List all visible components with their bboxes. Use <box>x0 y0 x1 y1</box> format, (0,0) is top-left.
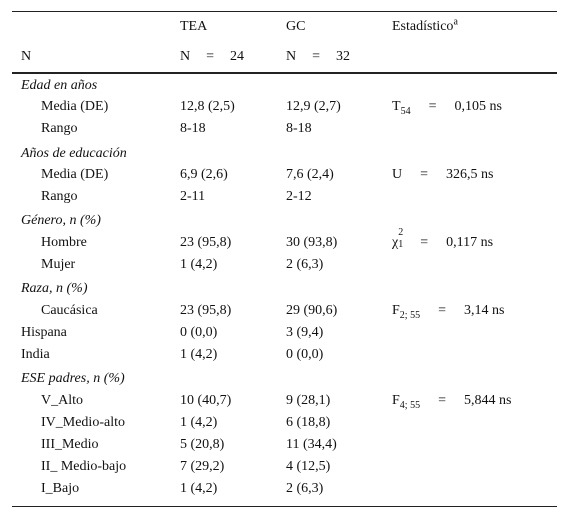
section-title-educacion: Años de educación <box>21 146 127 161</box>
row-label: I_Bajo <box>41 481 80 496</box>
stat-genero: χ 2 1 = 0,117 ns <box>392 227 494 251</box>
cell-tea: 1 (4,2) <box>180 257 218 272</box>
cell-gc: 7,6 (2,4) <box>286 167 334 182</box>
row-label: IV_Medio-alto <box>41 415 125 430</box>
stat-educacion: U = 326,5 ns <box>392 167 494 182</box>
n-tea: N = 24 <box>180 49 245 64</box>
cell-tea: 2-11 <box>180 189 206 204</box>
section-title-raza: Raza, n (%) <box>21 281 88 296</box>
row-label: Hombre <box>41 235 87 250</box>
table-header-rule <box>12 72 557 74</box>
cell-gc: 0 (0,0) <box>286 347 324 362</box>
cell-gc: 2 (6,3) <box>286 481 324 496</box>
row-label: Caucásica <box>41 303 98 318</box>
cell-tea: 1 (4,2) <box>180 481 218 496</box>
footnote-marker: a <box>453 16 458 28</box>
cell-gc: 9 (28,1) <box>286 393 331 408</box>
row-label: V_Alto <box>41 393 83 408</box>
cell-gc: 30 (93,8) <box>286 235 338 250</box>
stat-ese: F4; 55 = 5,844 ns <box>392 393 512 411</box>
col-header-tea: TEA <box>180 19 208 34</box>
row-label: Media (DE) <box>41 99 109 114</box>
row-label: Mujer <box>41 257 76 272</box>
section-title-genero: Género, n (%) <box>21 213 101 228</box>
cell-tea: 6,9 (2,6) <box>180 167 228 182</box>
stat-edad: T54 = 0,105 ns <box>392 99 502 117</box>
cell-gc: 6 (18,8) <box>286 415 331 430</box>
section-title-ese: ESE padres, n (%) <box>21 371 125 386</box>
cell-gc: 4 (12,5) <box>286 459 331 474</box>
stat-raza: F2; 55 = 3,14 ns <box>392 303 505 321</box>
row-label: India <box>21 347 50 362</box>
cell-tea: 5 (20,8) <box>180 437 225 452</box>
cell-tea: 10 (40,7) <box>180 393 232 408</box>
cell-gc: 11 (34,4) <box>286 437 337 452</box>
cell-gc: 12,9 (2,7) <box>286 99 341 114</box>
cell-tea: 7 (29,2) <box>180 459 225 474</box>
cell-tea: 1 (4,2) <box>180 347 218 362</box>
cell-gc: 2-12 <box>286 189 312 204</box>
cell-gc: 29 (90,6) <box>286 303 338 318</box>
cell-gc: 2 (6,3) <box>286 257 324 272</box>
row-header-n: N <box>21 49 32 64</box>
row-label: II_ Medio-bajo <box>41 459 127 474</box>
row-label: Hispana <box>21 325 67 340</box>
cell-tea: 8-18 <box>180 121 206 136</box>
table-top-rule <box>12 11 557 12</box>
cell-tea: 23 (95,8) <box>180 235 232 250</box>
cell-gc: 3 (9,4) <box>286 325 324 340</box>
col-header-statistic: Estadísticoa <box>392 16 458 34</box>
col-header-gc: GC <box>286 19 306 34</box>
table-bottom-rule <box>12 506 557 507</box>
cell-tea: 12,8 (2,5) <box>180 99 235 114</box>
cell-tea: 1 (4,2) <box>180 415 218 430</box>
row-label: III_Medio <box>41 437 99 452</box>
n-gc: N = 32 <box>286 49 351 64</box>
cell-gc: 8-18 <box>286 121 312 136</box>
row-label: Rango <box>41 189 78 204</box>
row-label: Media (DE) <box>41 167 109 182</box>
cell-tea: 0 (0,0) <box>180 325 218 340</box>
row-label: Rango <box>41 121 78 136</box>
cell-tea: 23 (95,8) <box>180 303 232 318</box>
section-title-edad: Edad en años <box>21 78 98 93</box>
